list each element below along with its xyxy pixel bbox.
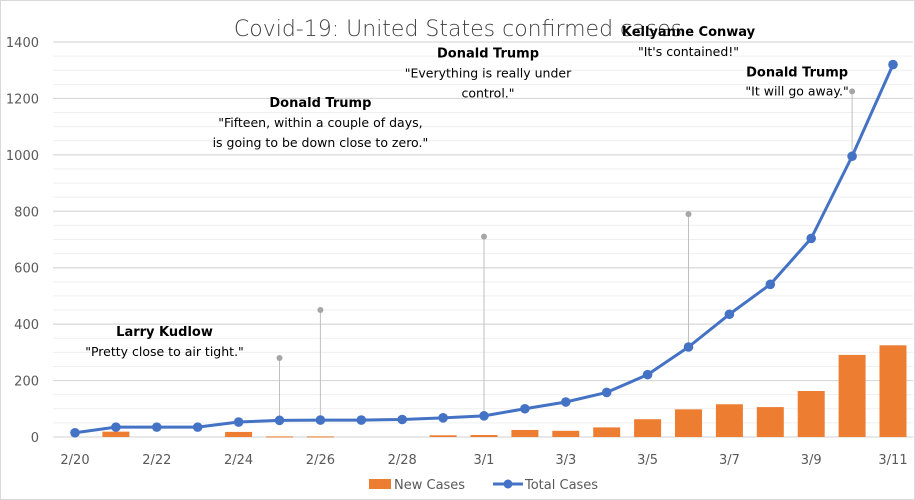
- annotation-marker: [481, 233, 487, 240]
- legend: New Cases Total Cases: [369, 478, 598, 493]
- y-axis: 0 200 400 600 800 1000 1200 1400: [6, 36, 39, 446]
- point-total-cases: [274, 415, 285, 426]
- y-tick-label: 400: [14, 318, 39, 333]
- bar-new-cases: [429, 435, 457, 437]
- y-tick-label: 1400: [6, 36, 39, 51]
- x-tick-label: 2/20: [60, 453, 89, 468]
- bar-new-cases: [593, 427, 621, 437]
- point-total-cases: [601, 387, 612, 398]
- annotation-quote: is going to be down close to zero.": [213, 135, 429, 150]
- chart-title: Covid-19: United States confirmed cases: [234, 17, 682, 42]
- legend-marker-total-cases: [503, 479, 513, 489]
- gridlines: [53, 41, 913, 438]
- point-total-cases: [520, 403, 530, 414]
- annotation-quote: control.": [461, 86, 514, 101]
- x-tick-label: 3/3: [555, 453, 576, 468]
- x-tick-label: 2/26: [306, 453, 335, 468]
- annotation-speaker: Donald Trump: [269, 96, 371, 111]
- bar-new-cases: [879, 345, 907, 437]
- bar-new-cases: [470, 435, 498, 437]
- point-total-cases: [356, 415, 367, 425]
- bar-new-cases: [634, 419, 662, 437]
- bar-new-cases: [838, 354, 866, 437]
- x-tick-label: 2/22: [142, 453, 171, 468]
- point-total-cases: [152, 422, 162, 432]
- x-axis: 2/20 2/22 2/24 2/26 2/28 3/1 3/3 3/5 3/7 3/9 3/11: [60, 453, 907, 468]
- x-tick-label: 2/28: [388, 453, 417, 468]
- point-total-cases: [233, 417, 244, 427]
- x-tick-label: 3/11: [878, 453, 907, 468]
- point-total-cases: [397, 414, 408, 425]
- point-total-cases: [438, 413, 448, 423]
- annotation-quote: "It's contained!": [638, 44, 739, 59]
- annotation-marker: [317, 307, 324, 314]
- legend-label-total-cases: Total Cases: [524, 478, 598, 493]
- y-tick-label: 600: [14, 262, 39, 277]
- bar-new-cases: [756, 407, 784, 437]
- x-tick-label: 3/5: [637, 453, 658, 468]
- point-total-cases: [561, 397, 571, 407]
- point-total-cases: [806, 233, 816, 244]
- bar-new-cases: [225, 431, 253, 437]
- bar-new-cases: [675, 409, 702, 437]
- point-total-cases: [192, 422, 203, 432]
- bar-new-cases: [266, 436, 293, 438]
- annotation-marker: [685, 211, 692, 218]
- point-total-cases: [70, 427, 80, 438]
- legend-swatch-new-cases: [369, 479, 391, 489]
- annotation-marker: [276, 355, 283, 361]
- bar-new-cases: [306, 436, 334, 438]
- bar-new-cases: [552, 430, 580, 437]
- y-tick-label: 800: [14, 205, 39, 220]
- x-tick-label: 3/7: [719, 453, 740, 468]
- annotation-quote: "Everything is really under: [405, 66, 572, 81]
- x-tick-label: 3/1: [474, 453, 495, 468]
- x-tick-label: 2/24: [224, 453, 253, 468]
- annotation-quote: "It will go away.": [745, 83, 848, 98]
- new-cases-bars: [102, 345, 907, 438]
- annotations: Larry Kudlow "Pretty close to air tight."…: [85, 25, 849, 359]
- y-tick-label: 1000: [6, 149, 39, 164]
- y-tick-label: 1200: [6, 92, 39, 107]
- point-total-cases: [847, 151, 857, 162]
- bar-new-cases: [102, 431, 130, 437]
- point-total-cases: [111, 422, 121, 432]
- annotation-speaker: Donald Trump: [746, 65, 848, 80]
- annotation-marker: [849, 88, 856, 95]
- point-total-cases: [724, 309, 735, 320]
- annotation-quote: "Pretty close to air tight.": [85, 344, 244, 359]
- point-total-cases: [888, 59, 898, 70]
- bar-new-cases: [715, 404, 743, 437]
- y-tick-label: 0: [31, 431, 39, 446]
- bar-new-cases: [797, 391, 825, 437]
- point-total-cases: [642, 369, 653, 380]
- point-total-cases: [683, 342, 694, 352]
- total-cases-line: [70, 59, 898, 438]
- point-total-cases: [479, 411, 489, 421]
- point-total-cases: [315, 415, 326, 425]
- annotation-leaders: [276, 88, 856, 421]
- point-total-cases: [765, 279, 776, 290]
- annotation-speaker: Kellyanne Conway: [622, 25, 756, 40]
- x-tick-label: 3/9: [801, 453, 822, 468]
- y-tick-label: 200: [14, 375, 39, 390]
- bar-new-cases: [511, 429, 539, 437]
- annotation-quote: "Fifteen, within a couple of days,: [218, 115, 422, 130]
- annotation-speaker: Larry Kudlow: [116, 325, 213, 340]
- annotation-speaker: Donald Trump: [437, 47, 539, 62]
- legend-label-new-cases: New Cases: [394, 478, 465, 493]
